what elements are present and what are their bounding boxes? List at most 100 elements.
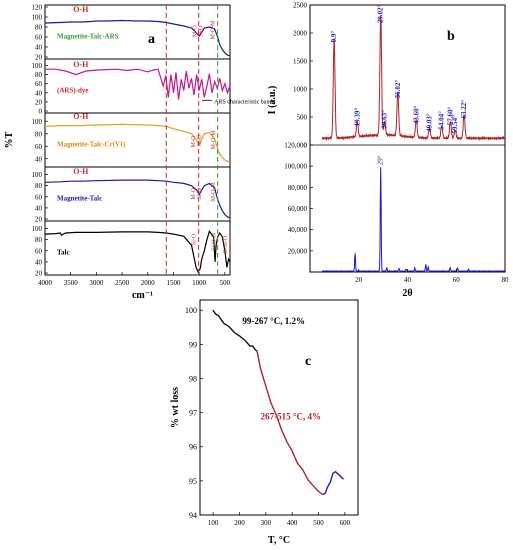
y-tick-label: 98: [189, 374, 197, 383]
x-tick-label: 2500: [115, 279, 130, 287]
series-line-talc: [44, 229, 231, 274]
y-tick-label: 60: [35, 34, 43, 42]
peak-label: 29°: [377, 155, 385, 165]
band-vertical-label: M-O: [191, 135, 197, 147]
x-tick-label: 2000: [141, 279, 156, 287]
band-vertical-label: Si-O: [197, 188, 203, 200]
peak-label: 9.9°: [330, 31, 338, 43]
band-vertical-label: M-O: [193, 25, 199, 37]
series-line-magnetite-talc-ars: [44, 19, 231, 57]
x-tick-label: 1000: [192, 279, 207, 287]
series-line-magnetite-talc-cr-vi-: [44, 123, 231, 163]
y-axis-label: %T: [4, 131, 15, 148]
y-tick-label: 2000: [293, 30, 308, 38]
y-tick-label: 20: [35, 54, 43, 62]
x-tick-label: 40: [404, 276, 412, 284]
y-tick-label: 0: [304, 142, 308, 150]
peak-label: 19.39°: [353, 108, 361, 127]
y-tick-label: 60,000: [288, 205, 308, 213]
series-line-xrd-top: [321, 15, 505, 142]
annotation-text: 267-515 °C, 4%: [261, 411, 321, 421]
x-tick-label: 3000: [89, 279, 104, 287]
peak-label: 59.54°: [451, 115, 459, 134]
peak-label: 29.02°: [377, 5, 385, 24]
panel-frame: [44, 220, 231, 276]
x-tick-label: 4000: [38, 279, 53, 287]
y-tick-label: 60: [35, 247, 43, 255]
band-vertical-label: O-Si-O: [223, 235, 229, 253]
band-vertical-label: Si-O: [192, 233, 198, 245]
y-tick-label: 80: [35, 182, 43, 190]
y-tick-label: 80,000: [288, 184, 308, 192]
y-tick-label: 97: [189, 409, 197, 418]
annotation-text: 99-267 °C, 1.2%: [242, 316, 305, 326]
y-tick-label: 1500: [293, 58, 308, 66]
y-tick-label: 100: [32, 225, 43, 233]
chart-b-xrd: 9.9° 19.39° 29.02° 30.63° 36.02° 43.60° 49.03°…: [267, 2, 509, 300]
y-tick-label: 96: [189, 443, 197, 452]
x-tick-label: 1500: [166, 279, 181, 287]
series-line-xrd-bottom: [321, 167, 505, 273]
x-tick-label: 20: [355, 276, 363, 284]
x-tick-label: 500: [313, 519, 324, 527]
band-label: O-H: [73, 60, 89, 69]
peak-label: 63.22°: [460, 100, 468, 119]
y-tick-label: 120: [32, 4, 43, 12]
y-tick-label: 20: [35, 270, 43, 278]
peak-label: 30.63°: [381, 110, 389, 129]
y-tick-label: 100: [32, 62, 43, 70]
series-name-label: Talc: [57, 248, 70, 256]
y-tick-label: 80: [35, 236, 43, 244]
panel-label: c: [305, 354, 311, 369]
band-vertical-label: Si-O-Si: [212, 232, 218, 251]
peak-label: 57.60°: [446, 106, 454, 125]
y-tick-label: 60: [35, 143, 43, 151]
y-tick-label: 1000: [293, 86, 308, 94]
band-vertical-label: M-O: [191, 187, 197, 199]
x-tick-label: 600: [340, 519, 351, 527]
series-line--ars-dye: [45, 68, 231, 100]
y-tick-label: 40: [35, 204, 43, 212]
y-tick-label: 94: [189, 511, 197, 520]
y-tick-label: 40: [35, 155, 43, 163]
x-tick-label: 500: [220, 279, 231, 287]
y-tick-label: 40: [35, 258, 43, 266]
peak-label: 43.60°: [412, 105, 420, 124]
x-axis-label: cm⁻¹: [132, 290, 153, 301]
y-tick-label: 20: [35, 216, 43, 224]
y-tick-label: 100: [185, 306, 197, 315]
series-name-label: Magnetite-Talc: [57, 194, 102, 202]
y-tick-label: 100: [32, 171, 43, 179]
x-tick-label: 100: [208, 519, 219, 527]
x-tick-label: 200: [234, 519, 245, 527]
y-tick-label: 2500: [293, 2, 308, 10]
x-tick-label: 3500: [64, 279, 79, 287]
x-tick-label: 300: [261, 519, 272, 527]
peak-label: 36.02°: [394, 80, 402, 99]
band-vertical-label: M-O-M: [211, 182, 217, 202]
chart-c-tga: 100 200 300 400 500 600 94 95 96 97 98 99 100 99-267 …: [170, 299, 359, 546]
band-vertical-label: M-O-M: [211, 130, 217, 150]
x-tick-label: 80: [502, 276, 510, 284]
y-axis-label: I (a.u.): [267, 86, 278, 115]
series-name-label: Magnetite-Talc-Cr(VI): [57, 140, 126, 148]
y-tick-label: 40,000: [288, 226, 308, 234]
x-tick-label: 400: [287, 519, 298, 527]
tga-series-line: [256, 351, 323, 496]
series-name-label: (ARS)-dye: [57, 86, 89, 94]
y-tick-label: 40: [35, 89, 43, 97]
plot-frame: [199, 299, 359, 516]
band-vertical-label: Si-O: [197, 134, 203, 146]
panel-label: b: [447, 29, 455, 44]
y-tick-label: 40: [35, 44, 43, 52]
y-tick-label: 80: [35, 130, 43, 138]
y-tick-label: 80: [35, 71, 43, 79]
y-tick-label: 99: [189, 340, 197, 349]
y-tick-label: 20,000: [288, 247, 308, 255]
peak-label: 49.03°: [426, 113, 434, 132]
band-label: O-H: [73, 167, 89, 176]
annotation-text: ARS characteristic bands: [214, 99, 275, 105]
y-axis-label: % wt loss: [170, 387, 181, 428]
